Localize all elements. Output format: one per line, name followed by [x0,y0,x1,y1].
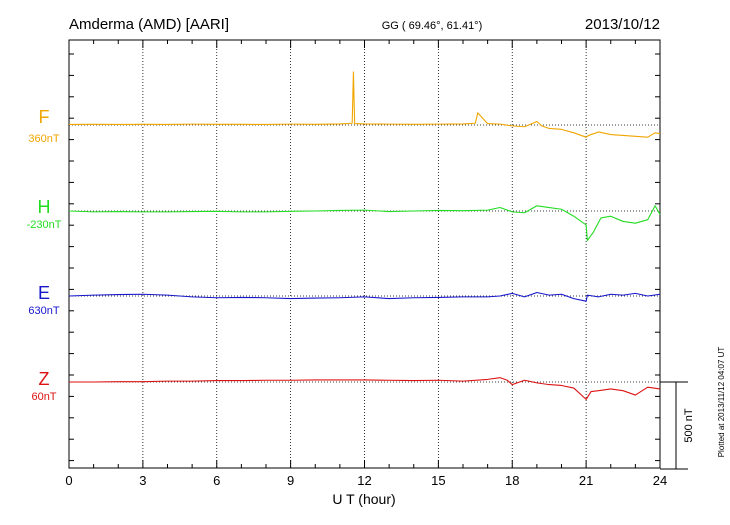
x-tick-label: 15 [431,473,445,488]
series-line-h [68,205,661,242]
series-baseline-h: -230nT [27,219,62,231]
scale-bar-label: 500 nT [683,408,695,443]
station-title: Amderma (AMD) [AARI] [69,16,229,33]
baselines [69,124,660,383]
series-lines [68,71,661,400]
x-tick-label: 0 [65,473,72,488]
x-tick-label: 9 [287,473,294,488]
x-tick-label: 24 [653,473,667,488]
series-baseline-e: 630nT [28,305,59,317]
x-tick-label: 12 [357,473,371,488]
series-line-z [69,377,661,400]
x-axis-label: U T (hour) [332,491,395,507]
x-tick-label: 18 [505,473,519,488]
series-line-e [68,291,661,302]
series-baseline-f: 360nT [28,133,59,145]
chart-date: 2013/10/12 [585,16,660,33]
series-labels: F 360nT H -230nT E 630nT Z 60nT [27,107,62,403]
time-gridlines [142,40,587,468]
plotted-timestamp: Plotted at 2013/11/12 04:07 UT [717,347,726,458]
x-tick-label: 21 [579,473,593,488]
series-baseline-z: 60nT [31,391,56,403]
series-name-e: E [38,283,50,303]
x-tick-label: 3 [139,473,146,488]
series-name-h: H [38,197,51,217]
series-line-f [68,71,661,138]
station-coordinates: GG ( 69.46°, 61.41°) [382,20,483,32]
scale-bar: 500 nT [660,381,695,470]
axis-ticks [68,40,661,468]
series-name-f: F [39,107,50,127]
x-tick-labels: 0 3 6 9 12 15 18 21 24 [65,473,667,488]
x-tick-label: 6 [213,473,220,488]
series-name-z: Z [39,369,50,389]
